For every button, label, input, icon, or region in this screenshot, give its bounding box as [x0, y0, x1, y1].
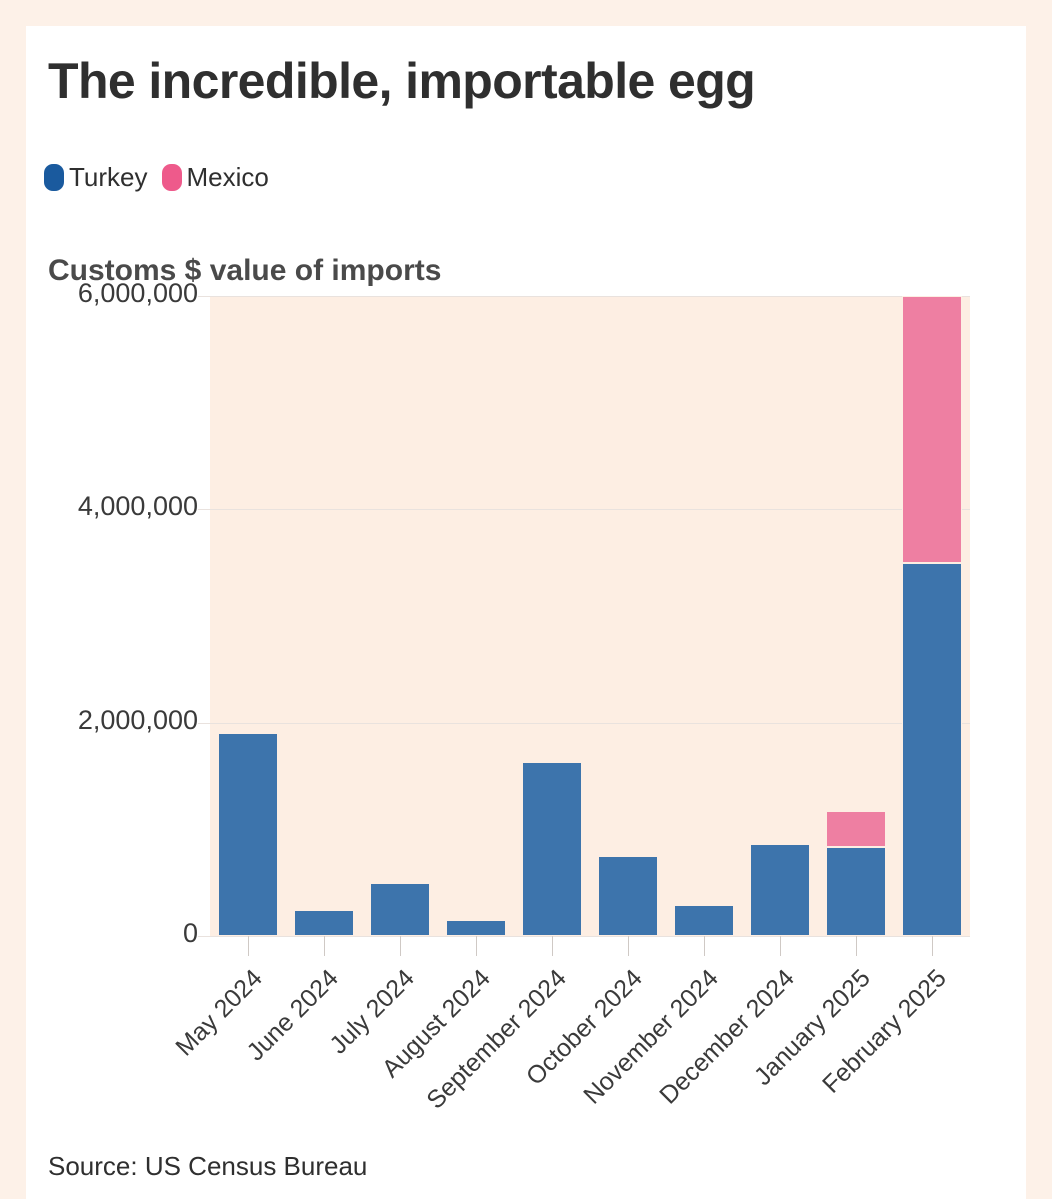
legend-item-turkey[interactable]: Turkey — [44, 162, 148, 193]
x-axis-tick — [780, 936, 781, 956]
bar-segment-turkey[interactable] — [902, 562, 962, 936]
bar-segment-turkey[interactable] — [218, 733, 278, 936]
x-axis-tick — [400, 936, 401, 956]
bar-segment-turkey[interactable] — [826, 847, 886, 936]
y-axis-tick-label: 6,000,000 — [77, 278, 198, 308]
page-title: The incredible, importable egg — [48, 53, 756, 109]
x-axis-tick — [704, 936, 705, 956]
bar-segment-turkey[interactable] — [446, 920, 506, 936]
x-axis-tick — [628, 936, 629, 956]
legend-swatch-turkey — [44, 164, 64, 191]
source-note: Source: US Census Bureau — [48, 1151, 368, 1181]
chart-card: The incredible, importable egg Turkey Me… — [26, 26, 1026, 1199]
x-axis-tick — [856, 936, 857, 956]
bar-segment-turkey[interactable] — [598, 856, 658, 936]
legend-label-turkey: Turkey — [69, 162, 148, 192]
gridline — [198, 509, 970, 511]
y-axis-tick-label: 0 — [182, 918, 198, 948]
y-axis-tick-label: 2,000,000 — [77, 704, 198, 735]
x-axis-tick — [552, 936, 553, 956]
bar-segment-mexico[interactable] — [902, 296, 962, 563]
bar-segment-turkey[interactable] — [370, 882, 430, 936]
legend-swatch-mexico — [161, 164, 182, 191]
legend: Turkey Mexico — [44, 162, 269, 193]
x-axis-tick — [324, 936, 325, 956]
plot-area — [198, 296, 970, 956]
chart-subtitle: Customs $ value of imports — [48, 254, 442, 287]
gridline — [198, 296, 970, 297]
bar-segment-turkey[interactable] — [294, 910, 354, 936]
bar-segment-turkey[interactable] — [674, 905, 734, 936]
legend-item-mexico[interactable]: Mexico — [161, 162, 269, 193]
bar-segment-turkey[interactable] — [522, 762, 582, 936]
bar-segment-mexico[interactable] — [826, 811, 886, 848]
legend-label-mexico: Mexico — [186, 162, 269, 192]
x-axis-tick — [248, 936, 249, 956]
x-axis-tick — [476, 936, 477, 956]
bar-chart: 0 2,000,000 4,000,000 6,000,000 May 2024 June… — [26, 26, 1026, 1199]
y-axis-tick-label: 4,000,000 — [77, 491, 198, 522]
gridline — [198, 722, 970, 724]
x-axis-tick — [932, 936, 933, 956]
gridline — [198, 936, 970, 937]
bar-segment-turkey[interactable] — [750, 844, 810, 936]
